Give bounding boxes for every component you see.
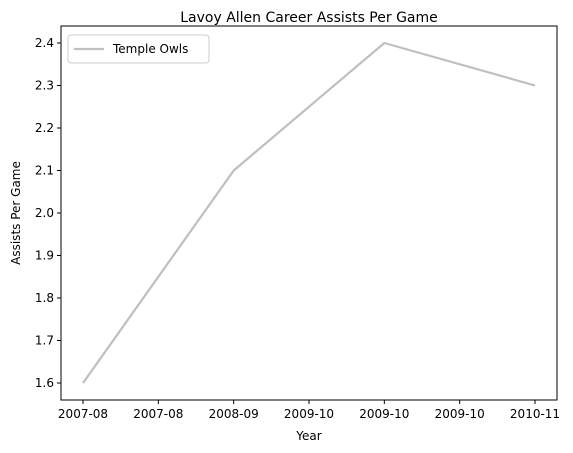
y-tick-label: 2.4 xyxy=(35,36,54,50)
series-layer xyxy=(82,41,536,384)
x-tick-label: 2008-09 xyxy=(209,407,259,421)
x-tick-label: 2009-10 xyxy=(435,407,485,421)
x-axis: 2007-08 2007-08 2008-09 2009-10 2009-10 2009-… xyxy=(58,400,560,421)
x-tick-label: 2009-10 xyxy=(284,407,334,421)
y-tick-label: 2.0 xyxy=(35,206,54,220)
legend-label: Temple Owls xyxy=(112,42,188,56)
x-axis-label: Year xyxy=(295,429,321,443)
y-tick-label: 1.9 xyxy=(35,249,54,263)
legend: Temple Owls xyxy=(67,34,210,64)
y-tick-label: 2.3 xyxy=(35,79,54,93)
legend-box xyxy=(67,34,210,64)
y-axis: 1.6 1.7 1.8 1.9 2.0 2.1 2.2 2.3 2.4 xyxy=(35,36,61,390)
x-tick-label: 2010-11 xyxy=(510,407,560,421)
chart-title: Lavoy Allen Career Assists Per Game xyxy=(180,10,438,26)
y-axis-label: Assists Per Game xyxy=(9,161,23,265)
plot-area xyxy=(61,26,557,400)
x-tick-label: 2007-08 xyxy=(133,407,183,421)
x-tick-label: 2007-08 xyxy=(58,407,108,421)
y-tick-label: 2.2 xyxy=(35,121,54,135)
y-tick-label: 1.7 xyxy=(35,334,54,348)
series-line xyxy=(82,41,536,384)
y-tick-label: 1.8 xyxy=(35,291,54,305)
y-tick-label: 1.6 xyxy=(35,376,54,390)
y-tick-label: 2.1 xyxy=(35,164,54,178)
x-tick-label: 2009-10 xyxy=(359,407,409,421)
